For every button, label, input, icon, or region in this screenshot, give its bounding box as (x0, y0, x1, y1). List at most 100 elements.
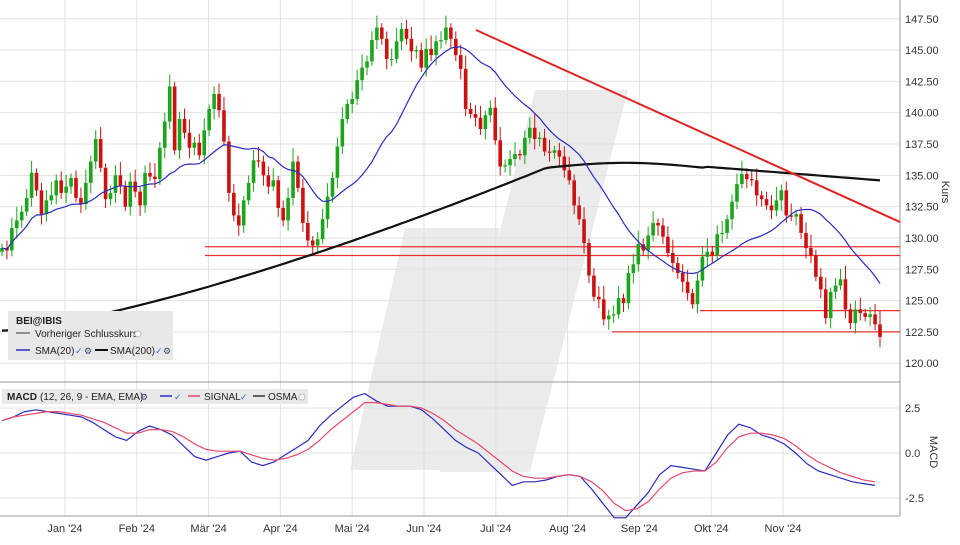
candle-body (720, 232, 724, 235)
candle-body (631, 264, 636, 274)
candle-body (562, 156, 567, 171)
candle-body (577, 205, 581, 220)
macd-settings-icon[interactable]: ⚙ (140, 392, 148, 402)
legend-toggle-icon[interactable] (134, 330, 142, 338)
candle-body (118, 175, 123, 187)
candle-body (715, 234, 720, 256)
candle-body (59, 180, 63, 193)
candle-body (123, 186, 128, 207)
candle-body (439, 40, 443, 42)
candle-body (162, 121, 167, 148)
candle-body (828, 291, 833, 319)
candle-body (508, 159, 512, 166)
candle-body (222, 110, 226, 142)
time-tick-label: Sep '24 (621, 523, 658, 535)
candle-body (621, 298, 626, 304)
candle-body (838, 279, 843, 286)
candle-body (19, 211, 24, 221)
candle-body (24, 197, 29, 212)
candle-body (656, 222, 660, 226)
macd-toggle-icon[interactable] (298, 393, 306, 401)
price-axis-label: Kurs (939, 181, 951, 204)
candle-body (419, 50, 424, 68)
candle-body (740, 174, 744, 185)
trend-line (475, 29, 901, 223)
candle-body (730, 201, 734, 220)
candle-body (241, 200, 246, 226)
candle-body (93, 139, 98, 162)
price-tick-label: 137.50 (905, 139, 939, 151)
candle-body (725, 219, 729, 233)
candle-body (745, 174, 749, 180)
candle-body (54, 180, 59, 196)
candle-body (306, 222, 310, 241)
candle-body (212, 93, 216, 109)
candle-body (187, 132, 192, 148)
candle-body (399, 28, 404, 42)
candle-body (542, 137, 547, 152)
candle-body (276, 180, 281, 208)
candle-body (286, 197, 290, 221)
candle-body (148, 172, 152, 177)
macd-tick-label: -2.5 (905, 493, 924, 505)
macd-check-icon[interactable]: ✓ (174, 392, 182, 402)
candle-body (79, 197, 83, 205)
price-tick-label: 127.50 (905, 264, 939, 276)
legend-symbol: BEI@IBIS (16, 316, 62, 327)
candle-body (69, 177, 73, 187)
time-tick-label: Jul '24 (480, 523, 511, 535)
candle-body (138, 191, 142, 206)
price-tick-label: 135.00 (905, 170, 939, 182)
candle-body (335, 146, 340, 178)
candle-body (217, 93, 221, 111)
candle-body (661, 225, 665, 237)
legend-prev-close: Vorheriger Schlusskurs (35, 329, 138, 340)
legend-check-icon[interactable]: ✓ (75, 346, 83, 356)
candle-body (414, 50, 419, 52)
candle-body (804, 232, 808, 248)
candle-body (409, 38, 414, 52)
legend-settings-icon[interactable]: ⚙ (163, 346, 171, 356)
candle-body (809, 247, 813, 256)
time-tick-label: Apr '24 (263, 523, 298, 535)
candle-body (424, 48, 429, 68)
candle-body (858, 309, 863, 314)
candle-body (182, 118, 187, 133)
price-tick-label: 120.00 (905, 358, 939, 370)
candle-body (611, 314, 616, 316)
candle-body (597, 296, 601, 300)
candle-body (463, 68, 468, 109)
candle-body (789, 215, 794, 217)
candle-body (680, 273, 685, 282)
macd-axis-ticks: 2.5 0.0 -2.5 (905, 403, 924, 505)
sma200-line (1, 161, 881, 332)
candle-body (606, 315, 611, 320)
candle-body (360, 67, 364, 81)
candle-body (340, 118, 345, 147)
candle-body (44, 200, 49, 215)
candle-body (819, 276, 823, 290)
price-tick-label: 145.00 (905, 45, 939, 57)
candle-body (380, 27, 384, 39)
time-tick-label: Jun '24 (406, 523, 441, 535)
candle-body (779, 190, 784, 201)
candle-body (601, 299, 606, 320)
candle-body (394, 41, 399, 59)
candle-body (355, 80, 359, 99)
legend-check-icon[interactable]: ✓ (155, 346, 163, 356)
candle-body (700, 256, 705, 281)
candle-body (232, 192, 236, 216)
time-axis-ticks: Jan '24 Feb '24 Mär '24 Apr '24 Mai '24 Jun '… (47, 523, 801, 535)
candle-body (320, 219, 325, 240)
candle-body (271, 180, 276, 187)
candle-body (646, 235, 650, 251)
macd-check-icon[interactable]: ✓ (240, 392, 248, 402)
candle-body (315, 239, 320, 246)
signal-line (1, 402, 876, 512)
time-tick-label: Okt '24 (694, 523, 729, 535)
candle-body (251, 160, 256, 183)
candle-body (281, 207, 285, 221)
legend-settings-icon[interactable]: ⚙ (84, 346, 92, 356)
candle-body (493, 107, 498, 141)
